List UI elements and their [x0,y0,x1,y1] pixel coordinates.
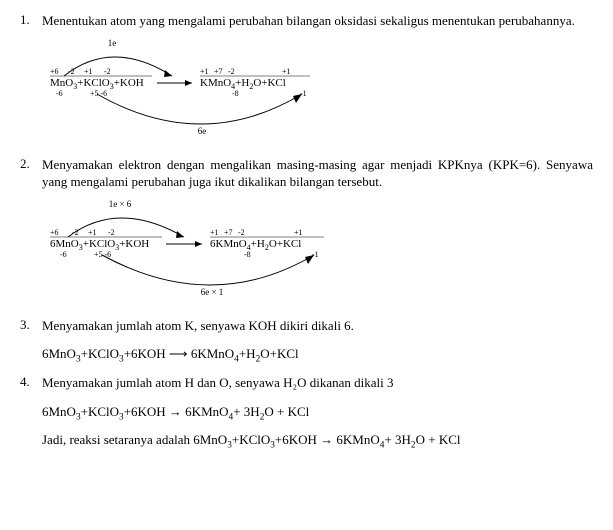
step-2: 2. Menyamakan elektron dengan mengalikan… [20,156,593,311]
step-1: 1. Menentukan atom yang mengalami peruba… [20,12,593,150]
svg-text:+6: +6 [50,67,59,76]
step-3-num: 3. [20,317,42,341]
d2-bottom-label: 6e × 1 [201,287,224,297]
step-4: 4. Menyamakan jumlah atom H dan O, senya… [20,374,593,398]
diagram-2: 1e × 6 6e × 1 +6 -2 +1 -2 6MnO3+KClO3+KO… [42,197,593,301]
svg-text:+1: +1 [84,67,93,76]
d1-bottom-label: 6e [198,126,207,136]
svg-text:+1: +1 [282,67,291,76]
svg-text:6KMnO4+H2O+KCl: 6KMnO4+H2O+KCl [210,238,301,252]
svg-text:+1: +1 [294,228,303,237]
conclusion: Jadi, reaksi setaranya adalah 6MnO3+KClO… [42,432,593,448]
svg-text:+5 -6: +5 -6 [94,250,111,259]
svg-text:-2: -2 [104,67,111,76]
svg-text:KMnO4+H2O+KCl: KMnO4+H2O+KCl [200,77,286,91]
svg-text:-2: -2 [228,67,235,76]
svg-text:-8: -8 [244,250,251,259]
step-3-text: Menyamakan jumlah atom K, senyawa KOH di… [42,317,593,335]
svg-text:+1: +1 [88,228,97,237]
svg-text:-2: -2 [108,228,115,237]
svg-text:+7: +7 [214,67,223,76]
svg-text:-1: -1 [312,250,319,259]
step-4-eq: 6MnO3+KClO3+6KOH → 6KMnO4+ 3H2O + KCl [42,404,593,420]
svg-text:+7: +7 [224,228,233,237]
step-4-num: 4. [20,374,42,398]
svg-text:-2: -2 [238,228,245,237]
svg-text:-1: -1 [300,89,307,98]
step-1-text: Menentukan atom yang mengalami perubahan… [42,12,593,30]
step-3-eq: 6MnO3+KClO3+6KOH ⟶ 6KMnO4+H2O+KCl [42,346,593,362]
svg-text:-2: -2 [68,67,75,76]
svg-text:+1: +1 [200,67,209,76]
svg-text:-6: -6 [56,89,63,98]
step-2-num: 2. [20,156,42,311]
step-4-text: Menyamakan jumlah atom H dan O, senyawa … [42,374,593,392]
d1-top-label: 1e [108,38,117,48]
step-1-num: 1. [20,12,42,150]
svg-text:+1: +1 [210,228,219,237]
step-3: 3. Menyamakan jumlah atom K, senyawa KOH… [20,317,593,341]
d2-top-label: 1e × 6 [109,199,132,209]
svg-text:-2: -2 [72,228,79,237]
diagram-1: 1e 6e +6 -2 +1 -2 MnO3+KClO3+KOH -6 +5 -… [42,36,593,140]
svg-text:+5 -6: +5 -6 [90,89,107,98]
svg-text:-6: -6 [60,250,67,259]
svg-text:-8: -8 [232,89,239,98]
svg-text:+6: +6 [50,228,59,237]
step-2-text: Menyamakan elektron dengan mengalikan ma… [42,156,593,191]
